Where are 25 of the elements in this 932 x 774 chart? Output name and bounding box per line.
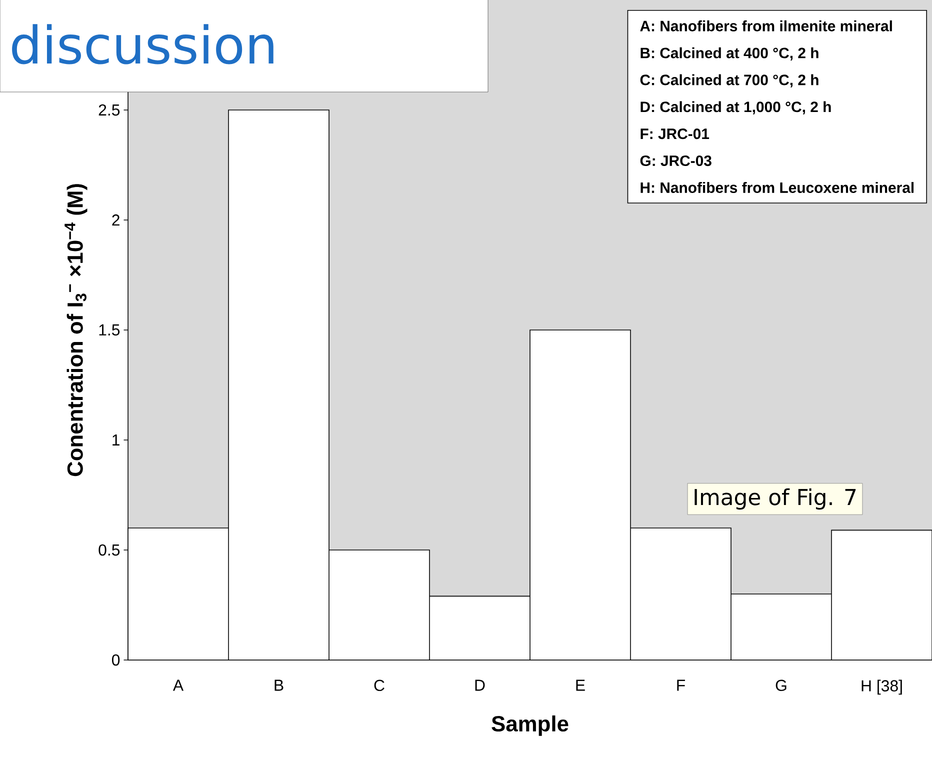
x-tick-label: B	[274, 680, 284, 691]
x-tick-label: G	[776, 680, 786, 692]
annotation: B: Calcined at 400 °C, 2 h	[640, 47, 818, 60]
y-tick-label: 0	[112, 654, 120, 666]
x-tick-label: C	[374, 680, 384, 692]
y-tick-label: 0.5	[98, 544, 120, 556]
x-tick-label: F	[677, 680, 685, 691]
annotation: D: Calcined at 1,000 °C, 2 h	[640, 101, 831, 114]
x-tick-label: D	[475, 680, 485, 691]
y-tick-label: 1	[112, 434, 120, 446]
annotation: F: JRC-01	[640, 128, 710, 140]
annotation: H: Nanofibers from Leucoxene mineral	[640, 182, 914, 193]
y-tick-label: 2	[112, 214, 120, 226]
chart-title: discussion	[12, 24, 274, 64]
annotation: G: JRC-03	[640, 155, 712, 166]
annotation: C: Calcined at 700 °C, 2 h	[640, 74, 818, 88]
y-tick-label: 2.5	[98, 104, 120, 116]
annotation: A: Nanofibers from ilmenite mineral	[640, 20, 892, 32]
x-axis-title: Sample	[492, 715, 568, 736]
x-tick-label: A	[172, 680, 184, 691]
x-tick-label: H [38]	[862, 680, 902, 695]
x-tick-label: E	[576, 680, 585, 691]
y-tick-label: 1.5	[99, 324, 120, 336]
y-axis-title: Conentration of I$_{3}$$^{−}$ ×10$^{−4}$ (M)	[64, 184, 88, 476]
annotation: Image of Fig. 7	[694, 488, 856, 510]
